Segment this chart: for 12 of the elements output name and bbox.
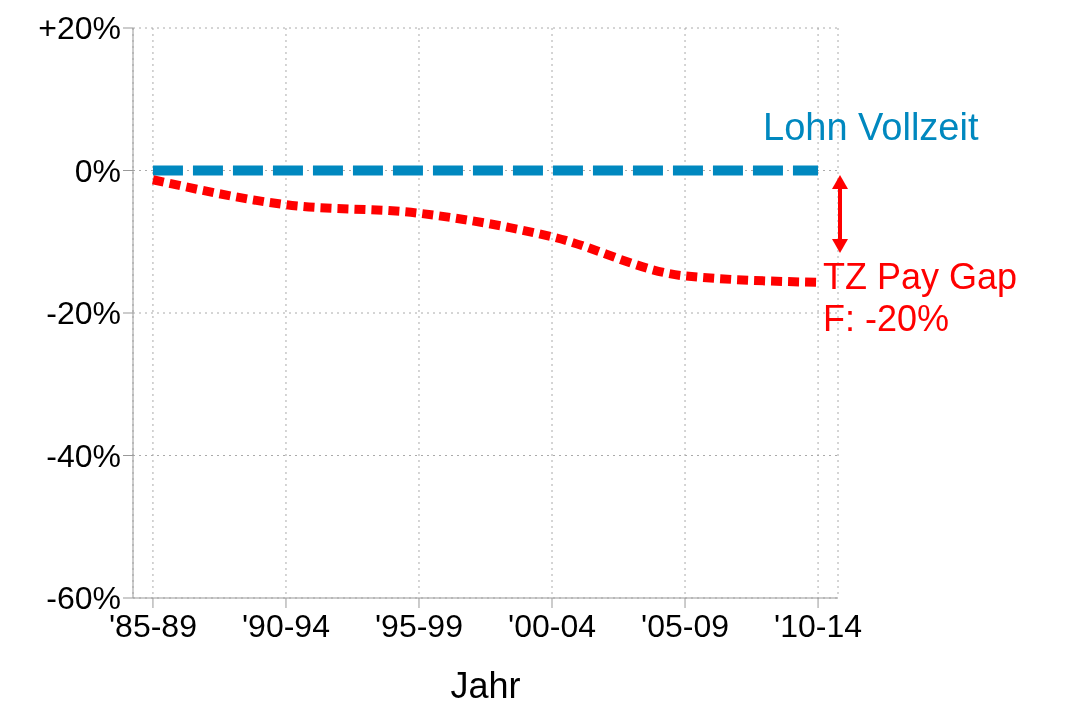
y-tick-label: 0% xyxy=(74,152,121,189)
annotation: TZ Pay Gap F: -20% xyxy=(823,256,1019,340)
y-tick-label: -40% xyxy=(46,437,121,474)
x-tick-label: '90-94 xyxy=(242,607,330,644)
series-label: Lohn Vollzeit xyxy=(763,106,979,149)
x-tick-label: '95-99 xyxy=(375,607,463,644)
x-axis-title: Jahr xyxy=(450,665,521,706)
x-tick-label: '00-04 xyxy=(508,607,596,644)
x-tick-label: '05-09 xyxy=(641,607,729,644)
x-tick-label: '10-14 xyxy=(774,607,863,644)
y-tick-label: +20% xyxy=(38,10,121,47)
y-tick-label: -20% xyxy=(46,295,121,332)
